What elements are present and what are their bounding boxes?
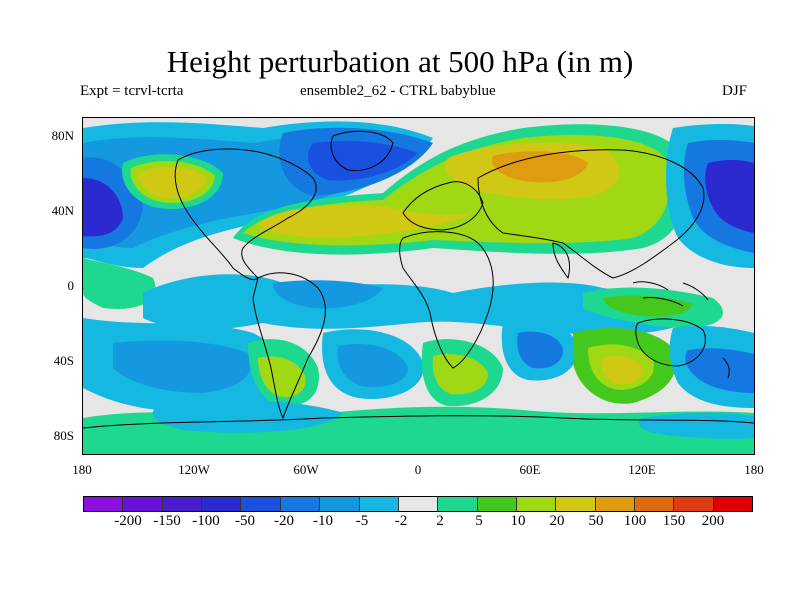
contour-tropics-negative-2 — [273, 280, 383, 309]
lat-tick-40s: 40S — [53, 353, 74, 368]
colorbar-swatch — [595, 497, 636, 511]
contour-antarctic-negative — [152, 399, 343, 433]
colorbar-swatch — [635, 497, 675, 511]
contour-nepacific-negative-core — [705, 159, 754, 233]
cb-label: -5 — [355, 513, 369, 529]
colorbar — [83, 496, 753, 512]
cb-label: -150 — [153, 513, 181, 529]
colorbar-swatch — [123, 497, 163, 511]
lat-tick-80n: 80N — [51, 128, 74, 143]
contour-tropics-west-positive — [83, 258, 156, 309]
experiment-label: Expt = tcrvl-tcrta — [80, 83, 184, 99]
colorbar-swatch — [202, 497, 242, 511]
lon-tick-0: 0 — [414, 462, 422, 477]
lon-tick-180e: 180 — [744, 462, 764, 477]
colorbar-swatch — [320, 497, 360, 511]
coastlines — [83, 130, 754, 429]
map-panel — [82, 117, 755, 455]
colorbar-swatch — [556, 497, 596, 511]
colorbar-swatch — [398, 497, 439, 511]
colorbar-swatch — [359, 497, 399, 511]
contour-antarctic-negative-2 — [638, 412, 754, 439]
cb-label: -2 — [394, 513, 408, 529]
contour-satlantic-negative-2 — [337, 344, 408, 388]
cb-label: -10 — [313, 513, 333, 529]
contour-australia-positive-core — [601, 356, 643, 385]
cb-label: -20 — [274, 513, 294, 529]
ensemble-label: ensemble2_62 - CTRL babyblue — [300, 83, 496, 99]
chart-title: Height perturbation at 500 hPa (in m) — [166, 44, 634, 79]
cb-label: 5 — [475, 513, 483, 529]
lon-tick-60e: 60E — [519, 462, 541, 477]
colorbar-swatch — [674, 497, 714, 511]
lon-tick-120w: 120W — [178, 462, 210, 477]
cb-label: -50 — [235, 513, 255, 529]
contour-asia-positive-core — [492, 151, 588, 183]
lon-tick-60w: 60W — [293, 462, 319, 477]
colorbar-swatch — [280, 497, 321, 511]
lon-tick-120e: 120E — [628, 462, 656, 477]
colorbar-swatch — [713, 497, 753, 511]
cb-label: -200 — [114, 513, 142, 529]
contour-safrica-positive-2 — [432, 354, 488, 395]
height-perturbation-map — [83, 118, 754, 454]
contour-westpac-negative-core — [83, 178, 123, 237]
contour-npacific-positive-core — [138, 166, 207, 199]
colorbar-swatch — [438, 497, 478, 511]
colorbar-swatch — [84, 497, 124, 511]
contour-sh-negative-band-2 — [113, 340, 251, 393]
cb-label: 50 — [588, 513, 604, 529]
cb-label: 150 — [662, 513, 686, 529]
colorbar-swatch — [477, 497, 517, 511]
colorbar-swatch — [241, 497, 281, 511]
colorbar-swatch — [162, 497, 203, 511]
cb-label: 10 — [510, 513, 526, 529]
lat-tick-80s: 80S — [53, 428, 74, 443]
lat-tick-40n: 40N — [51, 203, 74, 218]
season-label: DJF — [722, 83, 748, 99]
cb-label: 200 — [701, 513, 725, 529]
cb-label: 100 — [623, 513, 647, 529]
cb-label: 20 — [549, 513, 565, 529]
lon-tick-180w: 180 — [72, 462, 92, 477]
contour-indian-negative-2 — [517, 331, 563, 369]
cb-label: 2 — [436, 513, 444, 529]
contour-samerica-positive-2 — [258, 356, 306, 398]
contour-spacific-negative-2 — [685, 348, 754, 393]
lat-tick-0: 0 — [67, 278, 75, 293]
contour-eurasia-positive-3 — [258, 204, 473, 238]
cb-label: -100 — [192, 513, 220, 529]
colorbar-swatch — [516, 497, 557, 511]
